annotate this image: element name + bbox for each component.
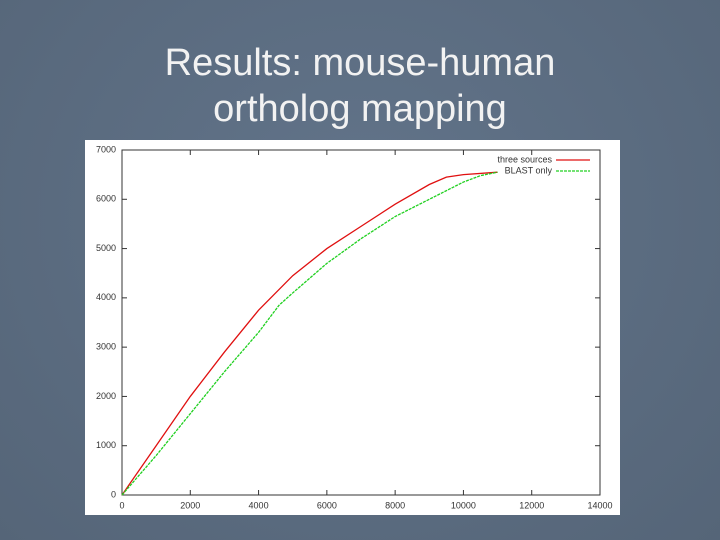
y-tick-label: 4000 bbox=[96, 292, 116, 302]
x-tick-label: 8000 bbox=[385, 500, 405, 510]
x-tick-label: 0 bbox=[119, 500, 124, 510]
y-tick-label: 6000 bbox=[96, 194, 116, 204]
x-tick-label: 14000 bbox=[587, 500, 612, 510]
series-line bbox=[121, 171, 498, 496]
plot-background bbox=[85, 140, 620, 515]
y-tick-label: 5000 bbox=[96, 243, 116, 253]
y-tick-label: 2000 bbox=[96, 391, 116, 401]
x-tick-label: 2000 bbox=[180, 500, 200, 510]
x-tick-label: 6000 bbox=[317, 500, 337, 510]
series-line bbox=[121, 171, 498, 496]
y-tick-label: 3000 bbox=[96, 342, 116, 352]
y-tick-label: 1000 bbox=[96, 440, 116, 450]
legend-label: BLAST only bbox=[505, 165, 553, 175]
legend-label: three sources bbox=[497, 154, 552, 164]
x-tick-label: 10000 bbox=[451, 500, 476, 510]
y-tick-label: 0 bbox=[111, 489, 116, 499]
slide-title: Results: mouse-human ortholog mapping bbox=[164, 42, 556, 130]
x-tick-label: 4000 bbox=[249, 500, 269, 510]
y-tick-label: 7000 bbox=[96, 144, 116, 154]
plot-frame bbox=[121, 149, 601, 496]
x-tick-label: 12000 bbox=[519, 500, 544, 510]
